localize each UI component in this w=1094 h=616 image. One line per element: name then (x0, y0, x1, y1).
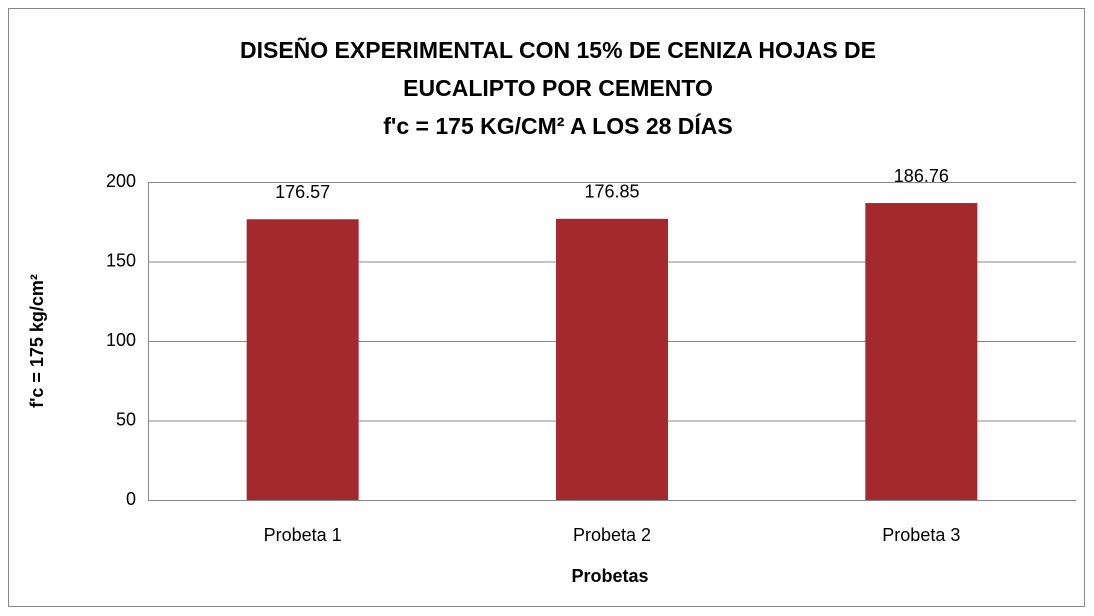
y-tick-label: 200 (106, 171, 136, 191)
x-tick-label: Probeta 1 (264, 525, 342, 545)
data-label: 176.57 (275, 182, 330, 202)
y-tick-label: 0 (126, 489, 136, 509)
x-tick-label: Probeta 2 (573, 525, 651, 545)
bar (246, 219, 359, 500)
y-tick-label: 150 (106, 250, 136, 270)
data-label: 176.85 (584, 182, 639, 202)
chart-title: f'c = 175 KG/CM² A LOS 28 DÍAS (383, 112, 733, 139)
y-axis-title: f'c = 175 kg/cm² (27, 274, 47, 408)
x-tick-label: Probeta 3 (882, 525, 960, 545)
chart-title: DISEÑO EXPERIMENTAL CON 15% DE CENIZA HO… (240, 36, 876, 63)
y-tick-label: 100 (106, 330, 136, 350)
bar (865, 203, 978, 500)
data-label: 186.76 (894, 166, 949, 186)
x-axis-title: Probetas (571, 566, 648, 586)
y-tick-label: 50 (116, 409, 136, 429)
chart-title: EUCALIPTO POR CEMENTO (403, 75, 713, 101)
bar (556, 218, 668, 500)
